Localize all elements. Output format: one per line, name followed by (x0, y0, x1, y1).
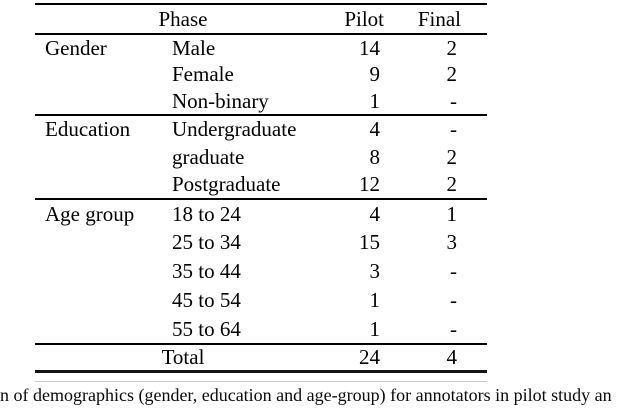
empty-cell (35, 171, 155, 200)
pilot-value: 4 (369, 117, 381, 141)
table-row: Education Undergraduate 4 - (35, 115, 487, 143)
demographics-table: Phase Pilot Final Gender Male 14 2 Femal… (35, 3, 487, 373)
final-value: 2 (392, 171, 487, 200)
final-value: - (450, 288, 457, 312)
final-value: - (450, 259, 457, 283)
final-value: - (392, 88, 487, 116)
category-education: Education (45, 117, 131, 141)
empty-cell (35, 257, 155, 286)
row-label: Female (172, 62, 234, 86)
total-row: Total 24 4 (35, 344, 487, 372)
final-value: 2 (446, 62, 458, 86)
table-row: Age group 18 to 24 4 1 (35, 199, 487, 228)
table-row: Postgraduate 12 2 (35, 171, 487, 200)
pilot-value: 15 (359, 230, 380, 254)
row-label: 55 to 64 (155, 315, 301, 345)
pilot-value: 1 (301, 315, 392, 345)
row-label: Male (172, 35, 216, 60)
empty-cell (35, 88, 155, 116)
final-value: 3 (446, 230, 458, 254)
pilot-value: 8 (369, 144, 381, 169)
row-label: 35 to 44 (172, 259, 241, 283)
empty-cell (35, 143, 155, 171)
empty-cell (35, 315, 155, 345)
final-value: 2 (446, 144, 458, 169)
table-row: Gender Male 14 2 (35, 34, 487, 61)
table-caption: n of demographics (gender, education and… (0, 385, 612, 405)
pilot-value: 9 (369, 62, 381, 86)
pilot-value: 14 (359, 35, 380, 60)
final-value: - (392, 315, 487, 345)
header-phase: Phase (35, 4, 301, 35)
pilot-value: 4 (369, 201, 381, 226)
empty-cell (35, 286, 155, 315)
table-bottom-shadow-rule (35, 381, 487, 382)
final-value: 1 (446, 201, 458, 226)
row-label: 45 to 54 (172, 288, 241, 312)
table-row: 35 to 44 3 - (35, 257, 487, 286)
final-value: - (450, 117, 457, 141)
total-pilot-value: 24 (359, 345, 380, 369)
total-label: Total (161, 345, 205, 369)
table-row: 45 to 54 1 - (35, 286, 487, 315)
table-row: graduate 8 2 (35, 143, 487, 171)
pilot-value: 3 (369, 259, 381, 283)
row-label: Postgraduate (155, 171, 301, 200)
header-final: Final (392, 4, 487, 35)
header-pilot: Pilot (301, 4, 392, 35)
row-label: Non-binary (155, 88, 301, 116)
table-row: Non-binary 1 - (35, 88, 487, 116)
category-gender: Gender (45, 35, 107, 60)
table-row: 55 to 64 1 - (35, 315, 487, 345)
row-label: 25 to 34 (172, 230, 241, 254)
row-label: 18 to 24 (172, 201, 241, 226)
table-header-row: Phase Pilot Final (35, 4, 487, 35)
final-value: 2 (446, 35, 458, 60)
empty-cell (35, 228, 155, 257)
pilot-value: 12 (301, 171, 392, 200)
row-label: Undergraduate (172, 117, 297, 141)
pilot-value: 1 (301, 88, 392, 116)
category-age-group: Age group (45, 201, 135, 226)
pilot-value: 1 (369, 288, 381, 312)
table-row: 25 to 34 15 3 (35, 228, 487, 257)
empty-cell (35, 61, 155, 88)
table-row: Female 9 2 (35, 61, 487, 88)
total-final-value: 4 (446, 345, 458, 369)
row-label: graduate (172, 144, 245, 169)
